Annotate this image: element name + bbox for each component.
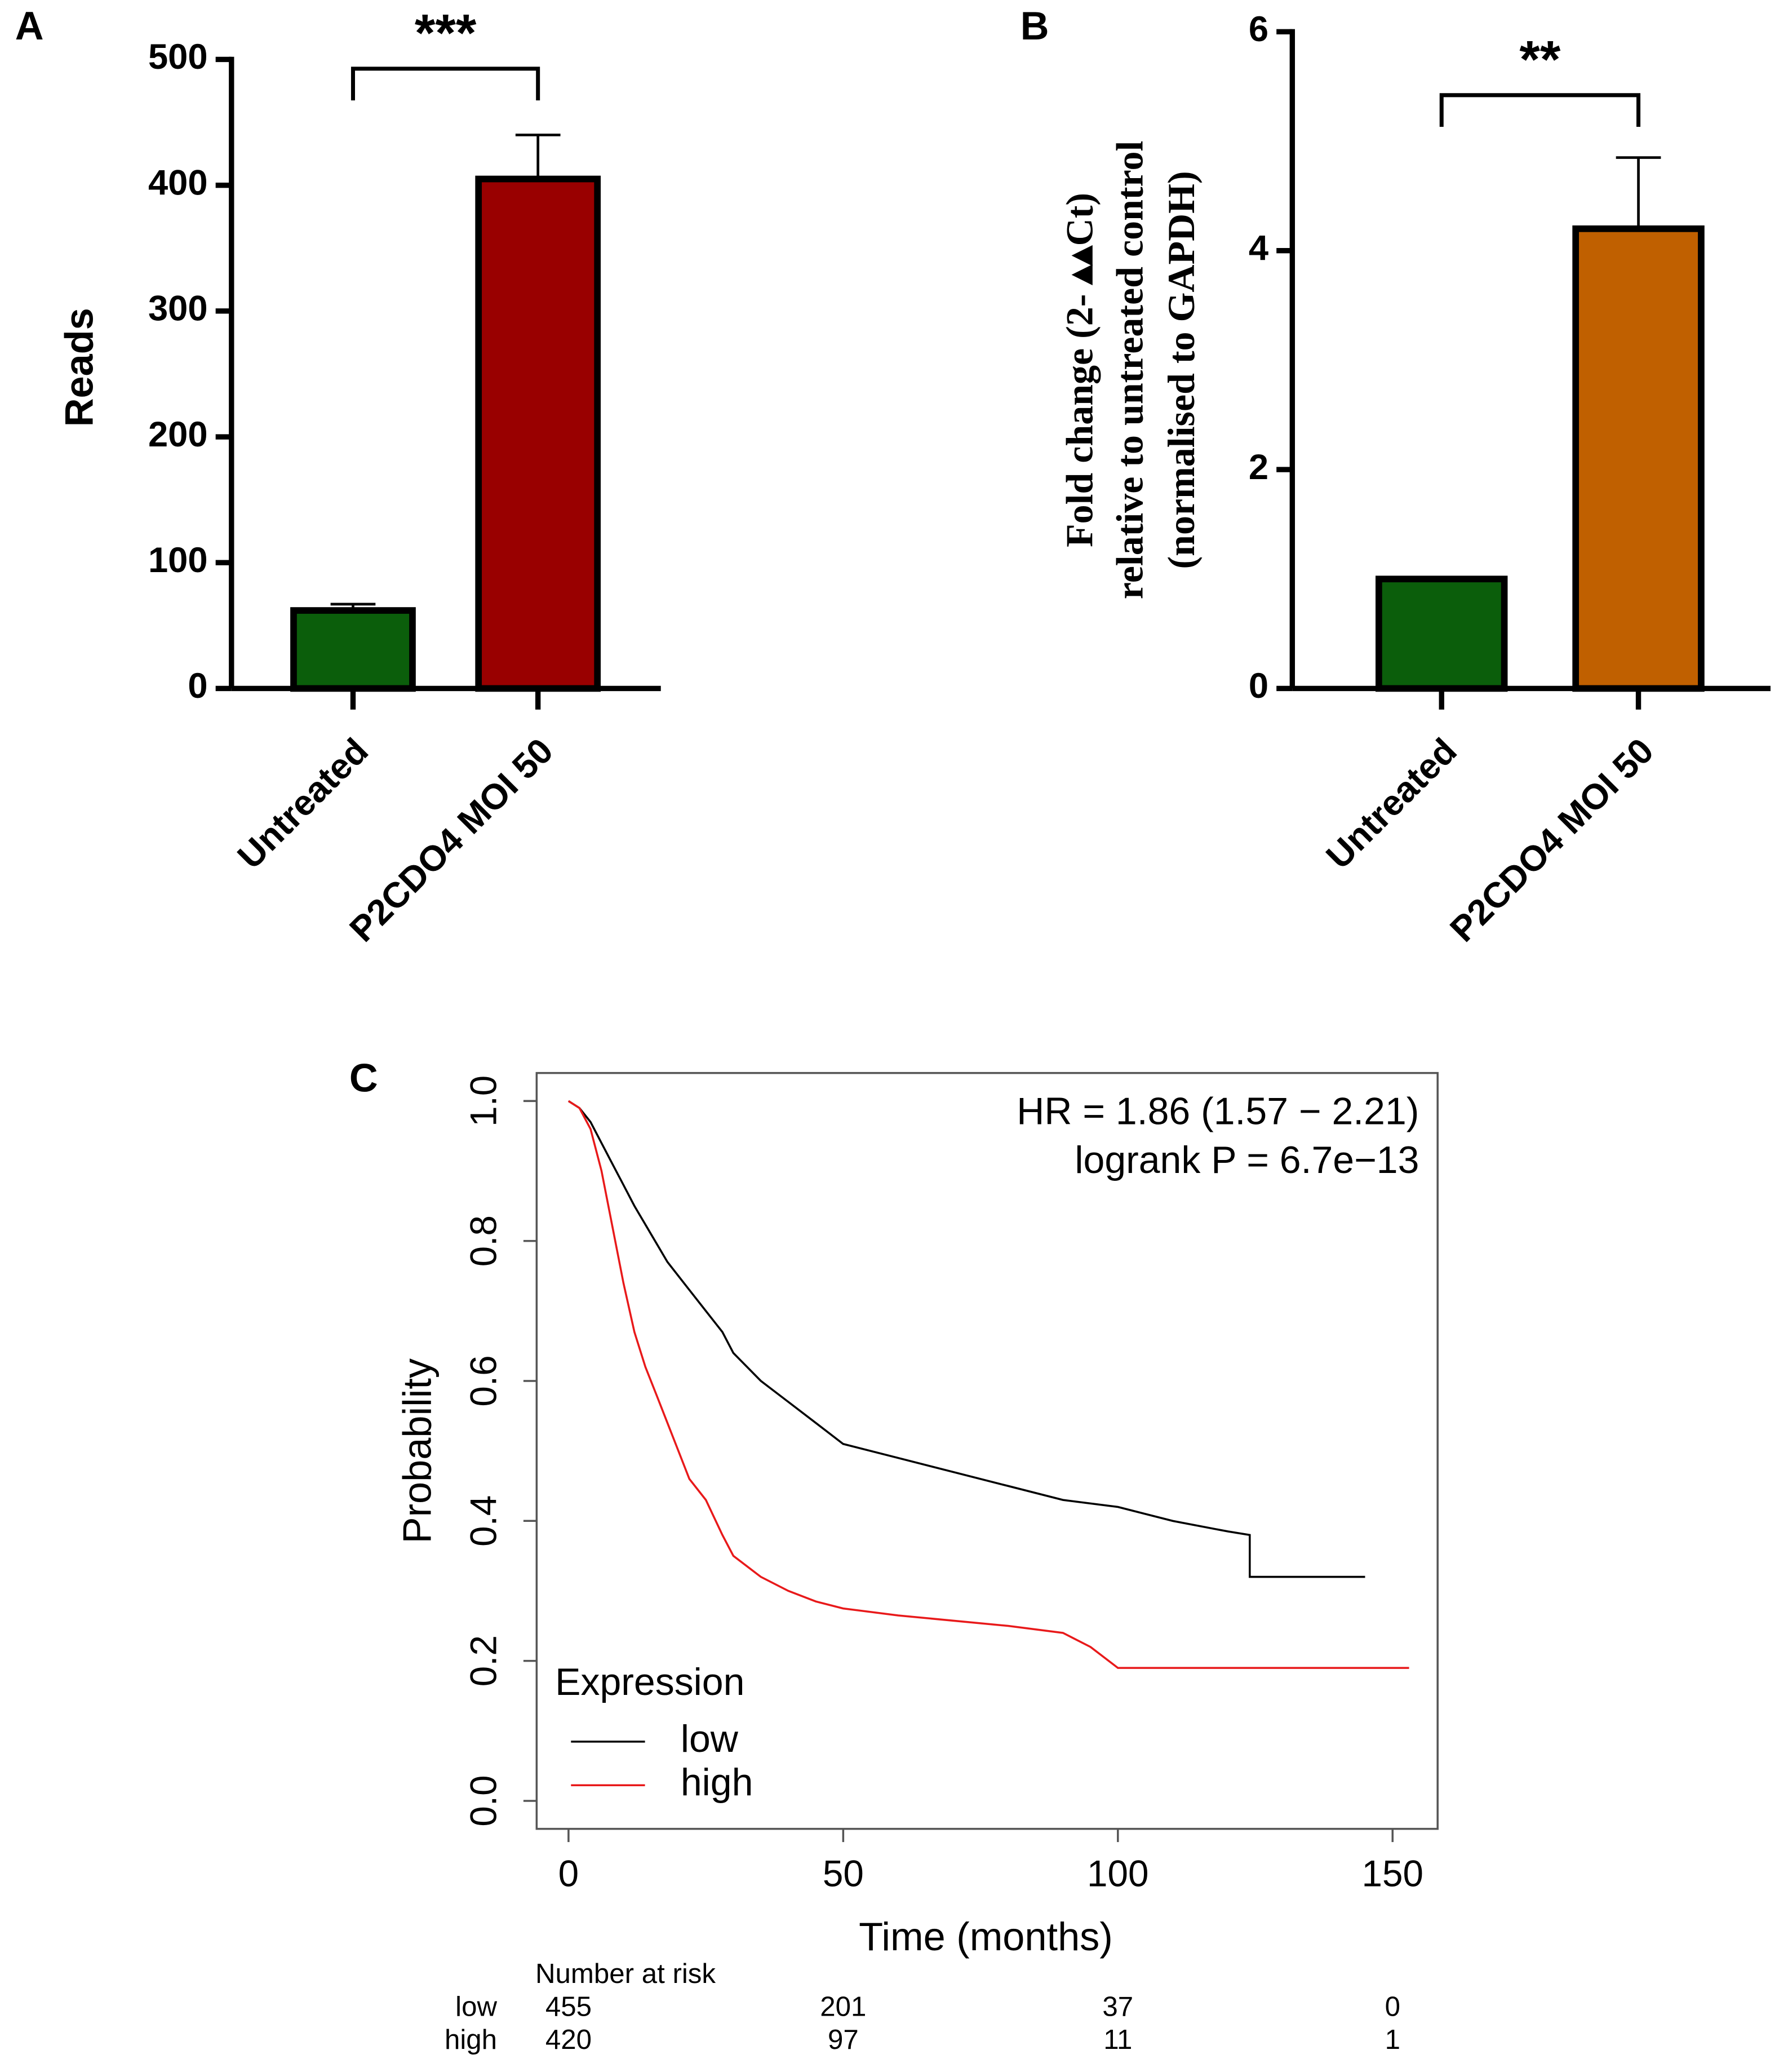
risk-value: 37 [1102,1991,1133,2022]
x-tick-label: 100 [1087,1853,1149,1894]
bar [1376,575,1508,692]
y-tick-label: 0.6 [463,1355,504,1406]
x-tick-label: Untreated [230,731,376,876]
y-tick-label: 0.8 [463,1215,504,1267]
x-tick-label: 150 [1362,1853,1424,1894]
legend-title: Expression [555,1661,744,1703]
panel-label: A [15,3,44,48]
y-tick-label: 400 [148,163,208,202]
x-tick-label: P2CDO4 MOI 50 [1443,731,1661,950]
risk-table-title: Number at risk [535,1958,716,1989]
annotation: logrank P = 6.7e−13 [1075,1139,1419,1181]
y-axis-label: Reads [56,308,101,427]
y-tick-label: 0 [1249,666,1268,706]
risk-row-label: low [455,1991,497,2022]
x-axis-label: Time (months) [859,1914,1113,1959]
panel-label: C [349,1055,378,1100]
y-tick-label: 4 [1249,228,1268,268]
risk-value: 420 [545,2024,592,2055]
bar [290,607,416,692]
risk-value: 0 [1385,1991,1400,2022]
significance-label: *** [415,3,477,62]
y-axis-label: relative to untreated control [1108,141,1151,600]
y-tick-label: 200 [148,415,208,454]
y-tick-label: 6 [1249,10,1268,49]
y-tick-label: 0.2 [463,1635,504,1686]
y-tick-label: 1.0 [463,1075,504,1127]
plot-frame [535,1072,1439,1830]
x-tick-label: P2CDO4 MOI 50 [342,731,561,950]
risk-value: 11 [1103,2024,1132,2055]
annotation: HR = 1.86 (1.57 − 2.21) [1017,1090,1419,1132]
risk-value: 1 [1385,2024,1400,2055]
bar [475,175,601,692]
x-tick-label: 50 [823,1853,864,1894]
y-tick-label: 0.0 [463,1775,504,1826]
y-axis-label: Probability [395,1358,440,1543]
legend-label: low [681,1717,739,1760]
risk-value: 455 [545,1991,592,2022]
risk-row-label: high [445,2024,497,2055]
survival-curve [567,1100,1409,1669]
risk-value: 97 [828,2024,859,2055]
y-axis-label: Fold change (2- ▴▴Ct) [1058,193,1101,547]
x-tick-label: Untreated [1319,731,1464,876]
risk-value: 201 [820,1991,866,2022]
y-tick-label: 0 [188,666,207,706]
y-axis-label: (normalised to GAPDH) [1160,171,1203,569]
significance-bracket [1439,93,1641,127]
significance-label: ** [1519,29,1560,88]
significance-bracket [350,67,540,101]
y-tick-label: 100 [148,541,208,580]
y-tick-label: 2 [1249,448,1268,487]
y-tick-label: 300 [148,289,208,329]
y-tick-label: 0.4 [463,1495,504,1547]
y-tick-label: 500 [148,37,208,77]
x-tick-label: 0 [558,1853,579,1894]
panel-label: B [1021,3,1049,48]
bar [1572,225,1705,692]
survival-curve [567,1100,1365,1578]
legend-label: high [681,1761,753,1804]
